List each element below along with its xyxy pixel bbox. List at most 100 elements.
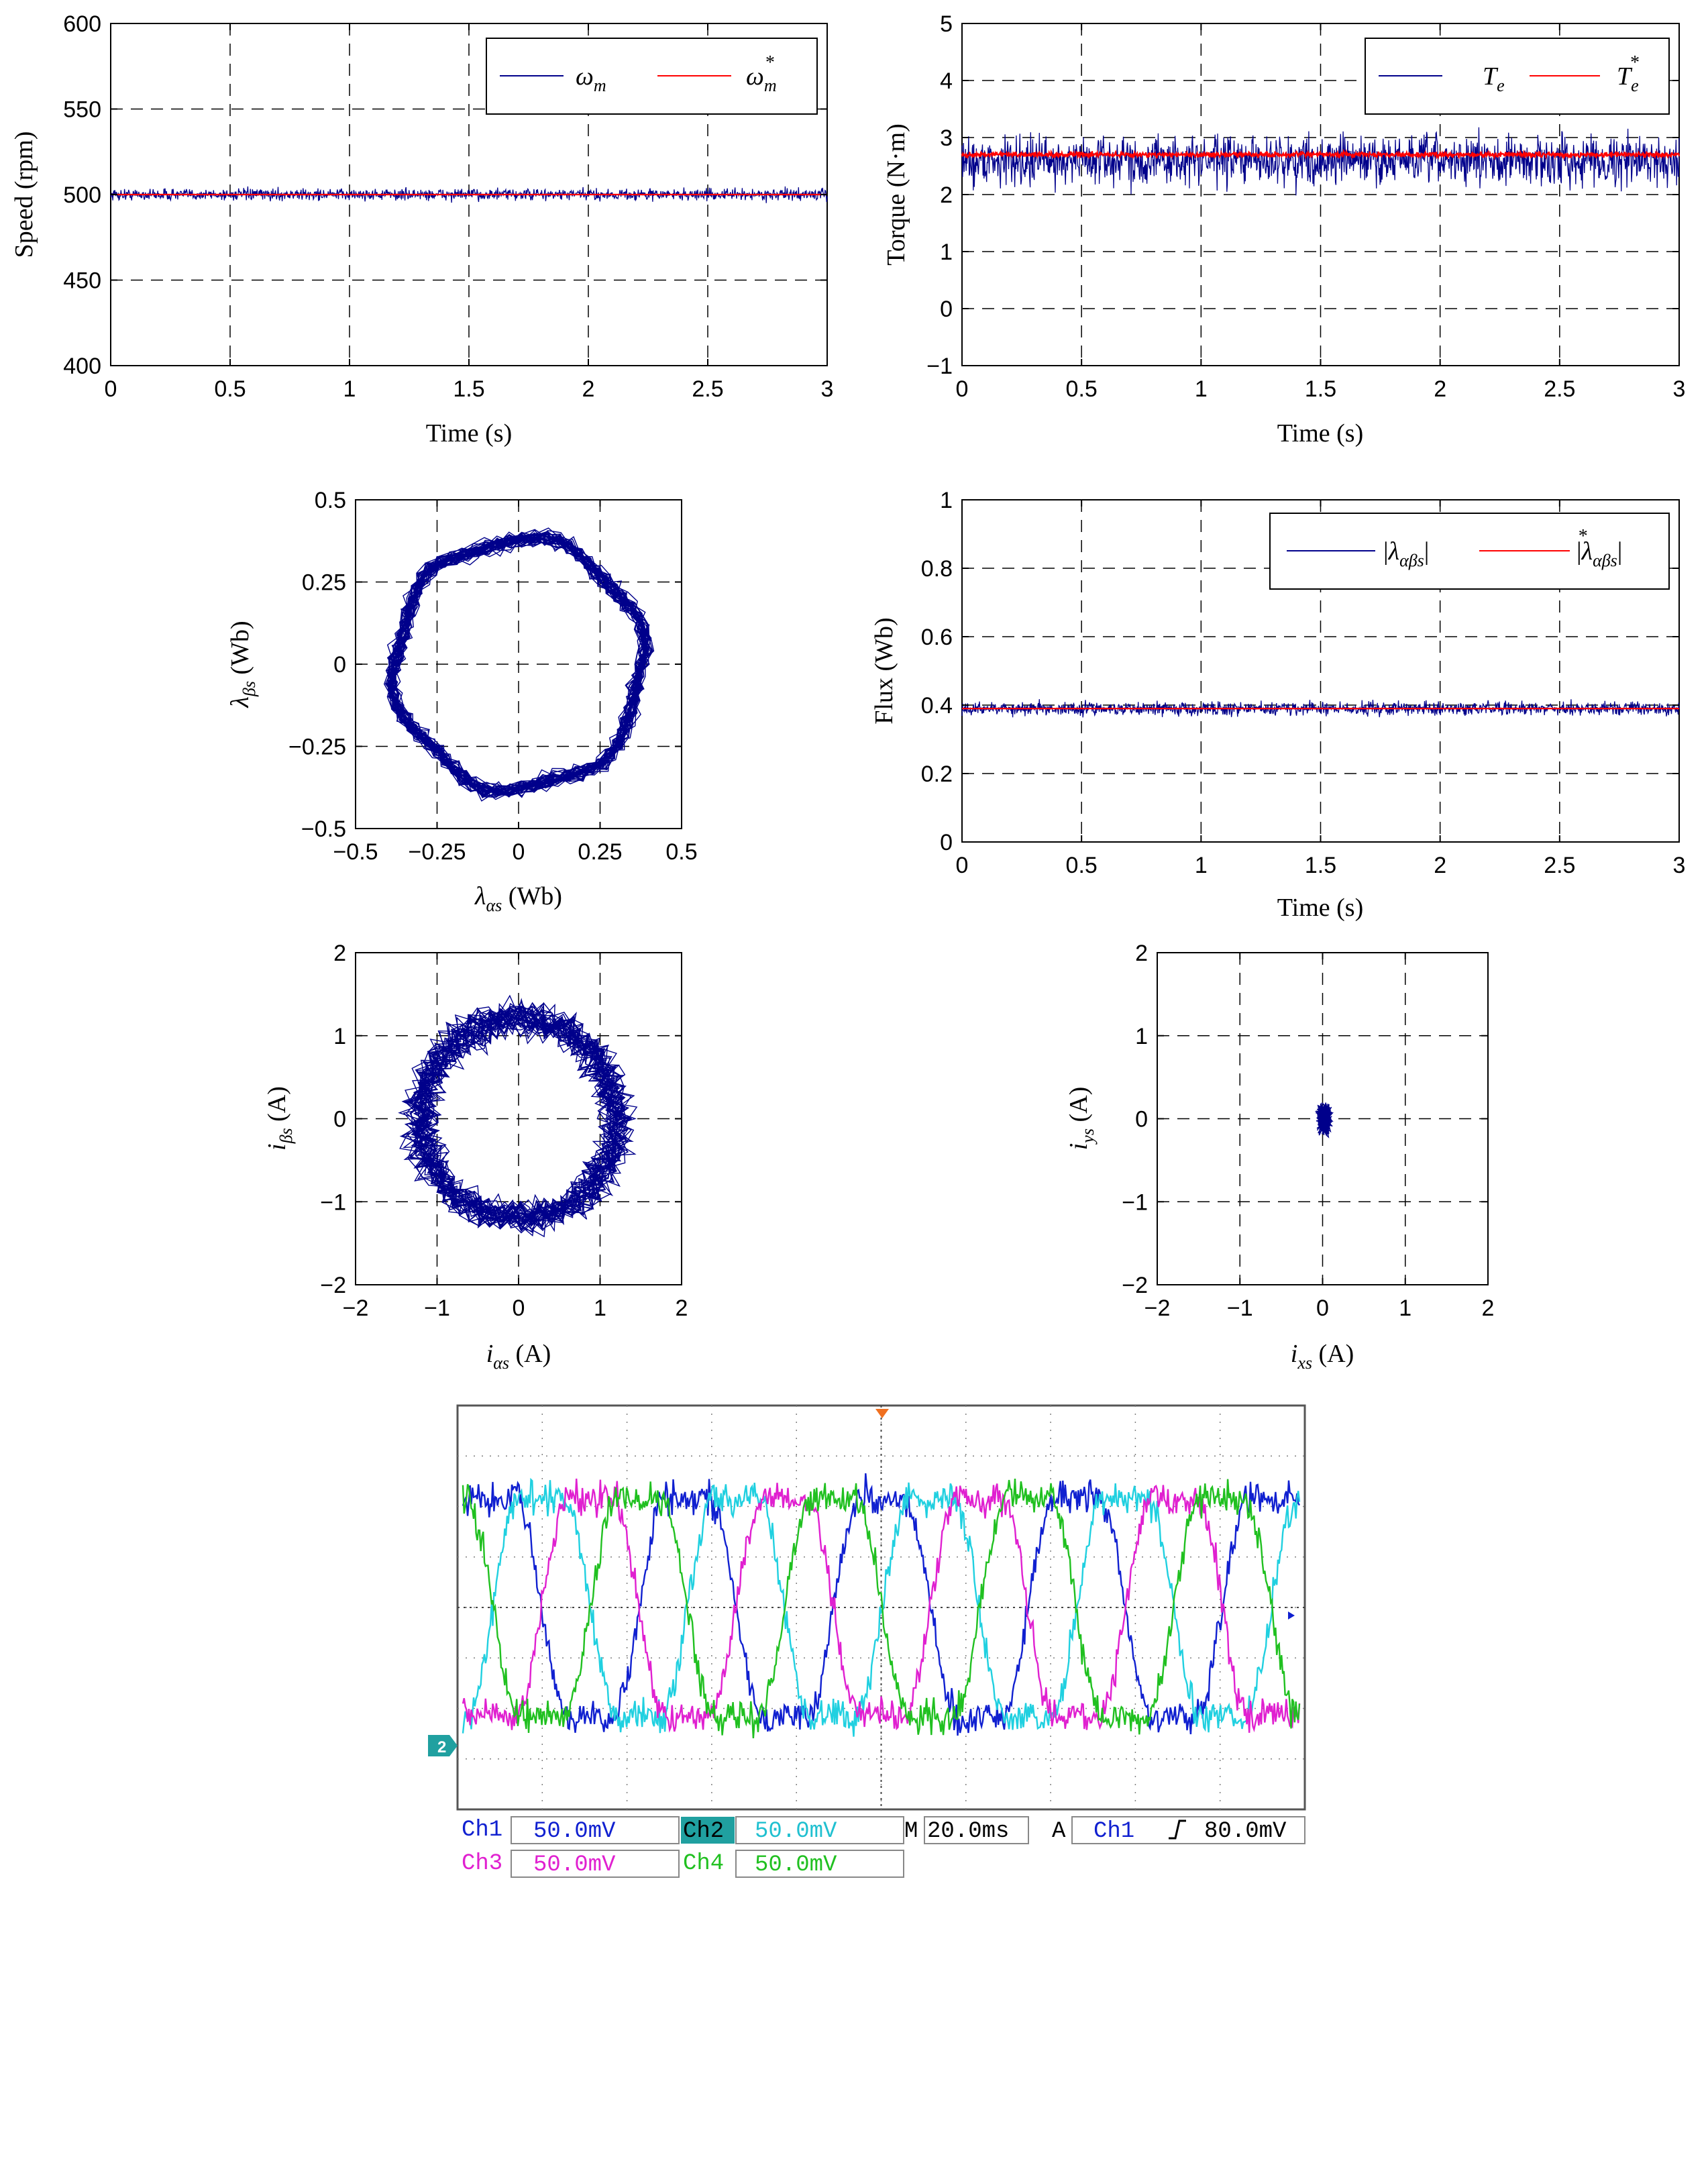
ground-marker-label: 2 [437,1738,446,1756]
current-ab-ytick-label: 0 [333,1107,346,1132]
torque-grid [962,23,1679,366]
flux-xtick-label: 2 [1434,853,1446,878]
scope-trace-ch2 [462,1477,1301,1737]
flux-plot: 0 0.5 1 1.5 2 2.5 3 0 0.2 0.4 0.6 0.8 1 Time (s) Flu… [870,488,1685,922]
current-ab-xtick-label: −2 [343,1295,369,1321]
torque-xtick-label: 1.5 [1305,376,1336,402]
flux-ytick-label: 0.2 [921,761,953,787]
flux-locus-xtick-label: 0 [513,839,525,865]
scope-trace-ch4 [462,1479,1301,1738]
current-xy-trajectory [1314,1102,1334,1139]
flux-locus-trajectory [383,527,655,802]
current-ab-plot: −2 −1 0 1 2 −2 −1 0 1 2 iαs (A) iβs (A) [263,941,688,1373]
torque-ylabel: Torque (N·m) [882,123,910,266]
flux-ytick-label: 0.6 [921,625,953,650]
current-xy-ytick-label: −2 [1122,1273,1148,1298]
current-xy-ytick-label: −1 [1122,1189,1148,1215]
ch3-scale-box [511,1850,680,1878]
torque-xtick-label: 2.5 [1544,376,1575,402]
trigger-position-marker [875,1409,889,1418]
current-ab-xtick-label: 2 [676,1295,688,1321]
speed-xtick-label: 0 [105,376,117,402]
flux-grid [962,500,1679,842]
trigger-level: 80.0mV [1204,1819,1287,1844]
flux-locus-series [383,527,655,802]
torque-xtick-label: 3 [1673,376,1686,402]
current-ab-ytick-label: 1 [333,1024,346,1049]
flux-xtick-label: 1.5 [1305,853,1336,878]
current-xy-ticks: −2 −1 0 1 2 −2 −1 0 1 2 [1122,941,1494,1321]
speed-ytick-label: 550 [63,97,101,123]
ch2-label: Ch2 [683,1819,724,1844]
ch4-label: Ch4 [683,1851,724,1876]
torque-ytick-label: 2 [940,182,953,208]
flux-locus-xlabel: λαs (Wb) [474,882,562,915]
flux-locus-ytick-label: 0 [333,652,346,678]
torque-ytick-label: 0 [940,297,953,322]
ch2-label-box [681,1817,735,1844]
speed-ticks: 0 0.5 1 1.5 2 2.5 3 400 450 500 550 600 [63,11,833,402]
current-ab-series [398,994,638,1238]
speed-series-measured [110,186,828,203]
timebase-label: M [904,1819,918,1844]
flux-locus-xtick-label: −0.5 [333,839,378,865]
ch1-scale: 50.0mV [533,1819,616,1844]
flux-locus-ytick-label: 0.25 [302,570,346,596]
current-ab-ytick-label: −1 [320,1189,346,1215]
speed-ytick-label: 600 [63,11,101,37]
flux-locus-grid [356,500,682,829]
current-xy-series [1314,1102,1334,1139]
timebase-box [924,1816,1029,1844]
current-ab-ticks: −2 −1 0 1 2 −2 −1 0 1 2 [320,941,688,1321]
speed-xtick-label: 1.5 [453,376,484,402]
ch2-scale: 50.0mV [755,1819,837,1844]
trigger-mode-label: A [1052,1819,1066,1844]
speed-xtick-label: 0.5 [214,376,246,402]
flux-ticks: 0 0.5 1 1.5 2 2.5 3 0 0.2 0.4 0.6 0.8 1 [921,488,1686,878]
flux-xtick-label: 3 [1673,853,1686,878]
current-ab-xlabel: iαs (A) [486,1340,551,1373]
flux-xtick-label: 2.5 [1544,853,1575,878]
current-xy-ytick-label: 0 [1135,1107,1148,1132]
speed-xtick-label: 1 [343,376,356,402]
torque-xlabel: Time (s) [1277,419,1363,447]
ch1-scale-box [511,1816,680,1844]
torque-ytick-label: −1 [926,354,953,379]
timebase-value: 20.0ms [927,1819,1009,1844]
current-xy-xlabel: ixs (A) [1291,1340,1354,1373]
flux-locus-xtick-label: −0.25 [408,839,466,865]
current-ab-xtick-label: −1 [424,1295,450,1321]
speed-xlabel: Time (s) [426,419,512,447]
torque-series [961,127,1680,196]
current-ab-trajectory [398,994,638,1238]
trigger-level-marker [1288,1611,1295,1620]
trigger-channel: Ch1 [1093,1819,1134,1844]
flux-locus-ticks: −0.5 −0.25 0 0.25 0.5 −0.5 −0.25 0 0.25 0.5 [288,488,698,865]
current-ab-ylabel: iβs (A) [263,1086,296,1151]
current-xy-ylabel: iys (A) [1065,1087,1098,1151]
scope-traces [462,1473,1301,1738]
flux-xtick-label: 1 [1195,853,1208,878]
speed-ytick-label: 400 [63,354,101,379]
speed-ytick-label: 500 [63,182,101,208]
current-ab-ytick-label: −2 [320,1273,346,1298]
speed-xtick-label: 2.5 [692,376,723,402]
flux-locus-ylabel: λβs (Wb) [226,621,259,708]
scope-trace-ch3 [462,1478,1301,1733]
torque-ytick-label: 1 [940,240,953,265]
flux-locus-xtick-label: 0.25 [578,839,622,865]
current-xy-xtick-label: 0 [1316,1295,1329,1321]
torque-xtick-label: 2 [1434,376,1446,402]
trigger-box [1071,1816,1305,1844]
flux-ytick-label: 0 [940,830,953,855]
flux-locus-xtick-label: 0.5 [665,839,697,865]
current-xy-xtick-label: 2 [1482,1295,1495,1321]
current-ab-xtick-label: 0 [513,1295,525,1321]
current-xy-plot: −2 −1 0 1 2 −2 −1 0 1 2 ixs (A) iys (A) [1065,941,1494,1373]
flux-series [961,699,1680,718]
torque-series-reference [961,148,1680,160]
current-ab-ytick-label: 2 [333,941,346,966]
torque-legend-measured: Te [1483,62,1505,95]
